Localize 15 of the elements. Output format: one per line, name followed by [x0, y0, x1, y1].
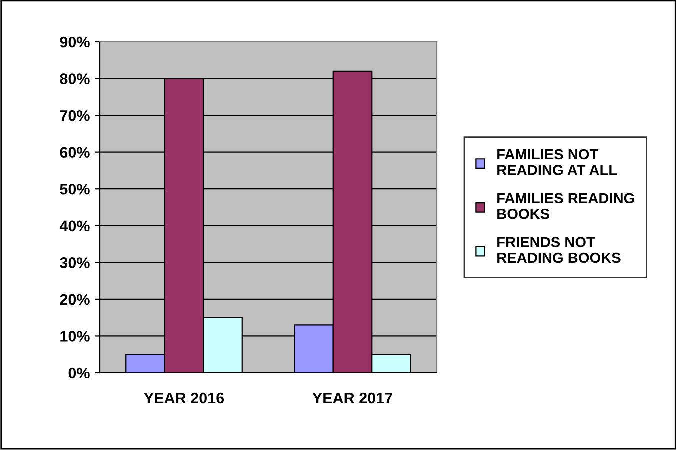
y-tick-label: 60%	[60, 147, 90, 158]
y-tick-label: 70%	[60, 110, 90, 122]
legend-label: FAMILIES READING BOOKS	[498, 193, 634, 220]
y-tick-label: 80%	[60, 74, 90, 84]
y-tick-label: 10%	[60, 331, 90, 342]
legend-label: FRIENDS NOT READING BOOKS	[498, 237, 621, 264]
y-tick-label: 30%	[60, 258, 90, 268]
y-tick-label: 50%	[60, 184, 90, 195]
x-tick-label: YEAR 2016	[144, 392, 224, 404]
y-tick-label: 40%	[60, 220, 90, 232]
y-tick-label: 0%	[68, 368, 90, 379]
y-tick-label: 90%	[60, 36, 90, 48]
x-tick-label: YEAR 2017	[312, 392, 392, 404]
legend-label: FAMILIES NOT READING AT ALL	[498, 149, 618, 176]
y-tick-label: 20%	[60, 294, 90, 306]
